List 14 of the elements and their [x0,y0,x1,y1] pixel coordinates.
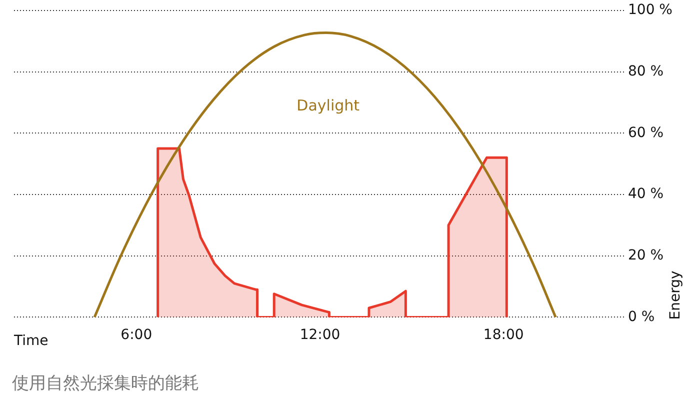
text: Daylight [296,96,360,115]
text: 使用自然光採集時的能耗 [12,373,199,394]
y-tick-label: 20 % [628,247,664,264]
x-tick-label: 12:00 [300,327,340,344]
y-tick-label: 100 % [628,2,672,18]
y-tick-label: 80 % [628,63,664,80]
line-series [93,32,557,318]
y-tick-label: 0 % [628,308,655,325]
x-axis-title: Time [13,332,48,349]
x-tick-label: 18:00 [483,327,524,344]
y-tick-label: 60 % [628,124,664,141]
y-tick-label: 40 % [628,186,664,202]
x-tick-label: 6:00 [120,327,152,344]
y-axis-title: Energy [668,270,684,320]
